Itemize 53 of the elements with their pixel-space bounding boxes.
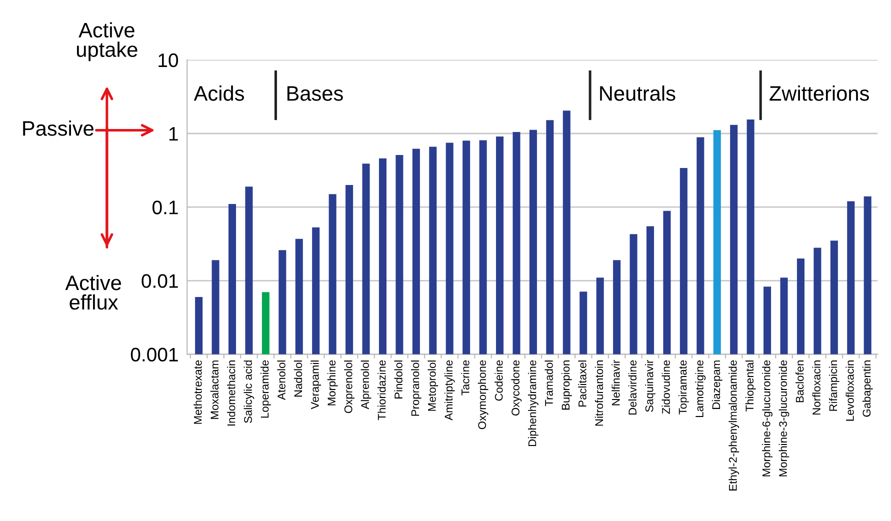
x-tick-label: Nadolol: [294, 360, 302, 397]
y-tick-label: 1: [169, 127, 178, 141]
x-tick-label: Atenolol: [277, 360, 286, 400]
y-tick-label: 0.01: [142, 274, 178, 288]
x-tick-label: Amitriptyline: [444, 360, 455, 420]
x-tick-label: Tramadol: [544, 360, 553, 406]
x-tick-label: Nelfinavir: [612, 360, 620, 406]
x-tick-label: Paclitaxel: [578, 360, 586, 406]
x-tick-label: Nitrofurantoin: [594, 360, 604, 426]
x-tick-label: Moxalactam: [210, 360, 219, 419]
x-tick-label: Gabapentin: [862, 360, 873, 417]
x-tick-label: Zidovudine: [662, 360, 670, 414]
x-tick-label: Salicylic acid: [244, 360, 254, 423]
x-tick-label: Bupropion: [561, 360, 572, 410]
annotation: Zwitterions: [770, 86, 869, 101]
x-tick-label: Methotrexate: [194, 360, 202, 424]
y-tick-label: 0.001: [130, 348, 178, 362]
x-tick-label: Levofloxacin: [846, 360, 854, 421]
x-tick-label: Metoprolol: [428, 360, 438, 411]
text: Passive: [23, 120, 94, 136]
x-tick-label: Propranolol: [410, 360, 422, 416]
x-tick-label: Ethyl-2-phenylmalonamide: [728, 360, 740, 490]
x-tick-label: Morphine-3-glucuronide: [778, 360, 790, 476]
x-tick-label: Indomethacin: [227, 360, 236, 426]
text: Active uptake: [77, 22, 138, 62]
annotation: Bases: [287, 86, 343, 101]
x-tick-label: Oxprenolol: [344, 360, 354, 414]
x-tick-label: Codeine: [494, 360, 503, 401]
x-tick-label: Saquinavir: [645, 360, 656, 412]
x-tick-label: Topiramate: [678, 360, 689, 415]
x-tick-label: Delavirdine: [628, 360, 637, 415]
y-tick-label: 10: [158, 53, 178, 68]
y-tick-label: 0.1: [152, 200, 178, 214]
x-tick-label: Alprenolol: [360, 360, 372, 410]
x-tick-label: Rifampicin: [828, 360, 840, 411]
x-tick-label: Diphenhydramine: [528, 360, 538, 446]
x-tick-label: Tacrine: [461, 360, 470, 396]
x-tick-label: Lamotrigine: [695, 360, 706, 417]
x-tick-label: Oxymorphone: [478, 360, 488, 430]
annotation: Neutrals: [600, 86, 676, 101]
x-tick-label: Pindolol: [394, 360, 402, 398]
x-tick-label: Verapamil: [310, 360, 322, 410]
x-tick-label: Thiopental: [745, 360, 756, 412]
x-tick-label: Oxycodone: [511, 360, 522, 416]
x-tick-label: Thioridazine: [378, 360, 386, 420]
x-tick-label: Norfloxacin: [812, 360, 820, 414]
x-tick-label: Baclofen: [796, 360, 804, 402]
text: Active efflux: [65, 274, 121, 310]
x-tick-label: Diazepam: [712, 360, 722, 409]
x-tick-label: Morphine: [327, 360, 338, 406]
annotation: Acids: [194, 86, 244, 101]
x-tick-label: Loperamide: [260, 360, 271, 418]
x-tick-label: Morphine-6-glucuronide: [762, 360, 772, 476]
